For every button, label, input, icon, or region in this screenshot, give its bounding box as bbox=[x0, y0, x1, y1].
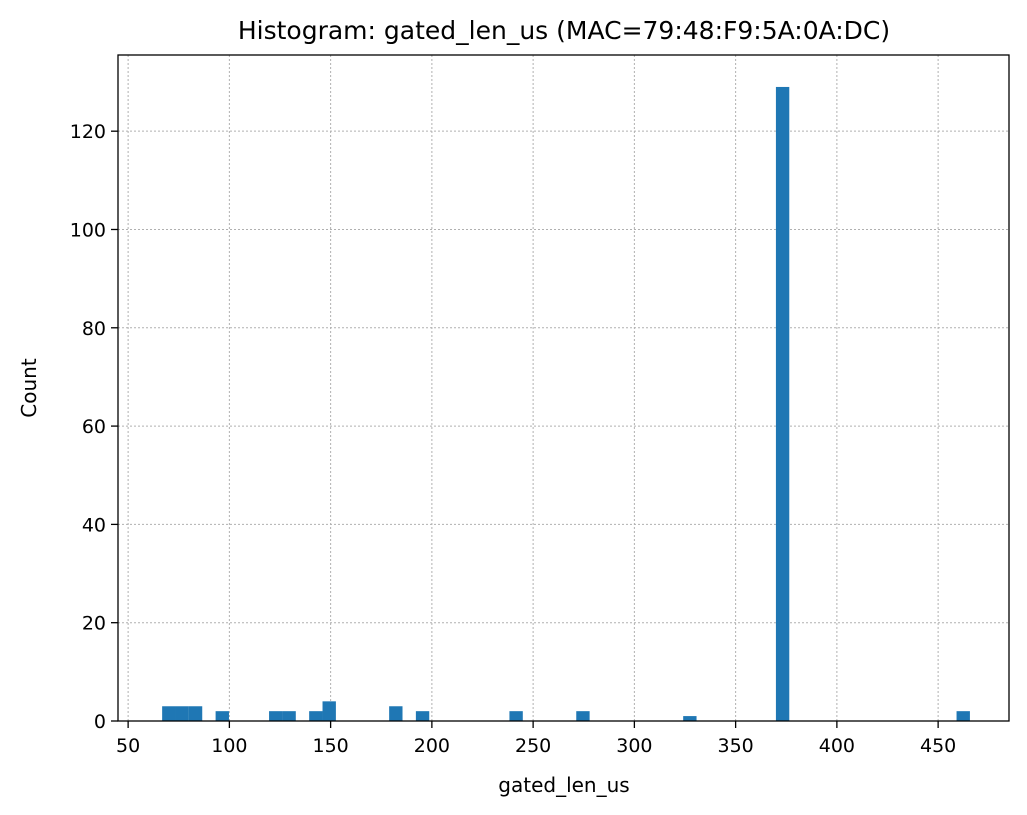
chart-title: Histogram: gated_len_us (MAC=79:48:F9:5A… bbox=[238, 16, 890, 45]
histogram-bar bbox=[309, 711, 323, 721]
y-tick-label: 100 bbox=[70, 219, 106, 241]
histogram-bar bbox=[215, 711, 229, 721]
histogram-bar bbox=[415, 711, 430, 721]
y-axis-ticks: 0 20 40 60 80 100 120 bbox=[70, 121, 118, 733]
x-tick-label: 450 bbox=[920, 735, 956, 757]
histogram-bar bbox=[269, 711, 283, 721]
histogram-bar bbox=[188, 706, 203, 721]
y-tick-label: 0 bbox=[94, 711, 106, 733]
histogram-bar bbox=[576, 711, 590, 721]
histogram-bar bbox=[162, 706, 176, 721]
histogram-bar bbox=[956, 711, 970, 721]
y-tick-label: 60 bbox=[82, 416, 106, 438]
histogram-bar bbox=[683, 716, 697, 721]
x-axis-label: gated_len_us bbox=[498, 773, 629, 797]
y-tick-label: 80 bbox=[82, 318, 106, 340]
histogram-bar bbox=[322, 701, 336, 721]
x-tick-label: 250 bbox=[515, 735, 551, 757]
x-axis-ticks: 50 100 150 200 250 300 350 400 450 bbox=[116, 721, 956, 757]
y-tick-label: 40 bbox=[82, 514, 106, 536]
x-tick-label: 50 bbox=[116, 735, 140, 757]
x-tick-label: 350 bbox=[717, 735, 753, 757]
histogram-bar bbox=[175, 706, 189, 721]
y-axis-label: Count bbox=[17, 358, 41, 418]
plot-frame bbox=[117, 54, 1010, 722]
x-tick-label: 200 bbox=[414, 735, 450, 757]
histogram-bar bbox=[282, 711, 296, 721]
bars bbox=[162, 86, 970, 721]
histogram-bar bbox=[775, 86, 790, 721]
y-tick-label: 20 bbox=[82, 613, 106, 635]
x-tick-label: 400 bbox=[819, 735, 855, 757]
histogram-bar bbox=[389, 706, 403, 721]
histogram-bar bbox=[509, 711, 523, 721]
grid-lines bbox=[118, 55, 1009, 721]
y-tick-label: 120 bbox=[70, 121, 106, 143]
x-tick-label: 150 bbox=[312, 735, 348, 757]
x-tick-label: 300 bbox=[616, 735, 652, 757]
x-tick-label: 100 bbox=[211, 735, 247, 757]
